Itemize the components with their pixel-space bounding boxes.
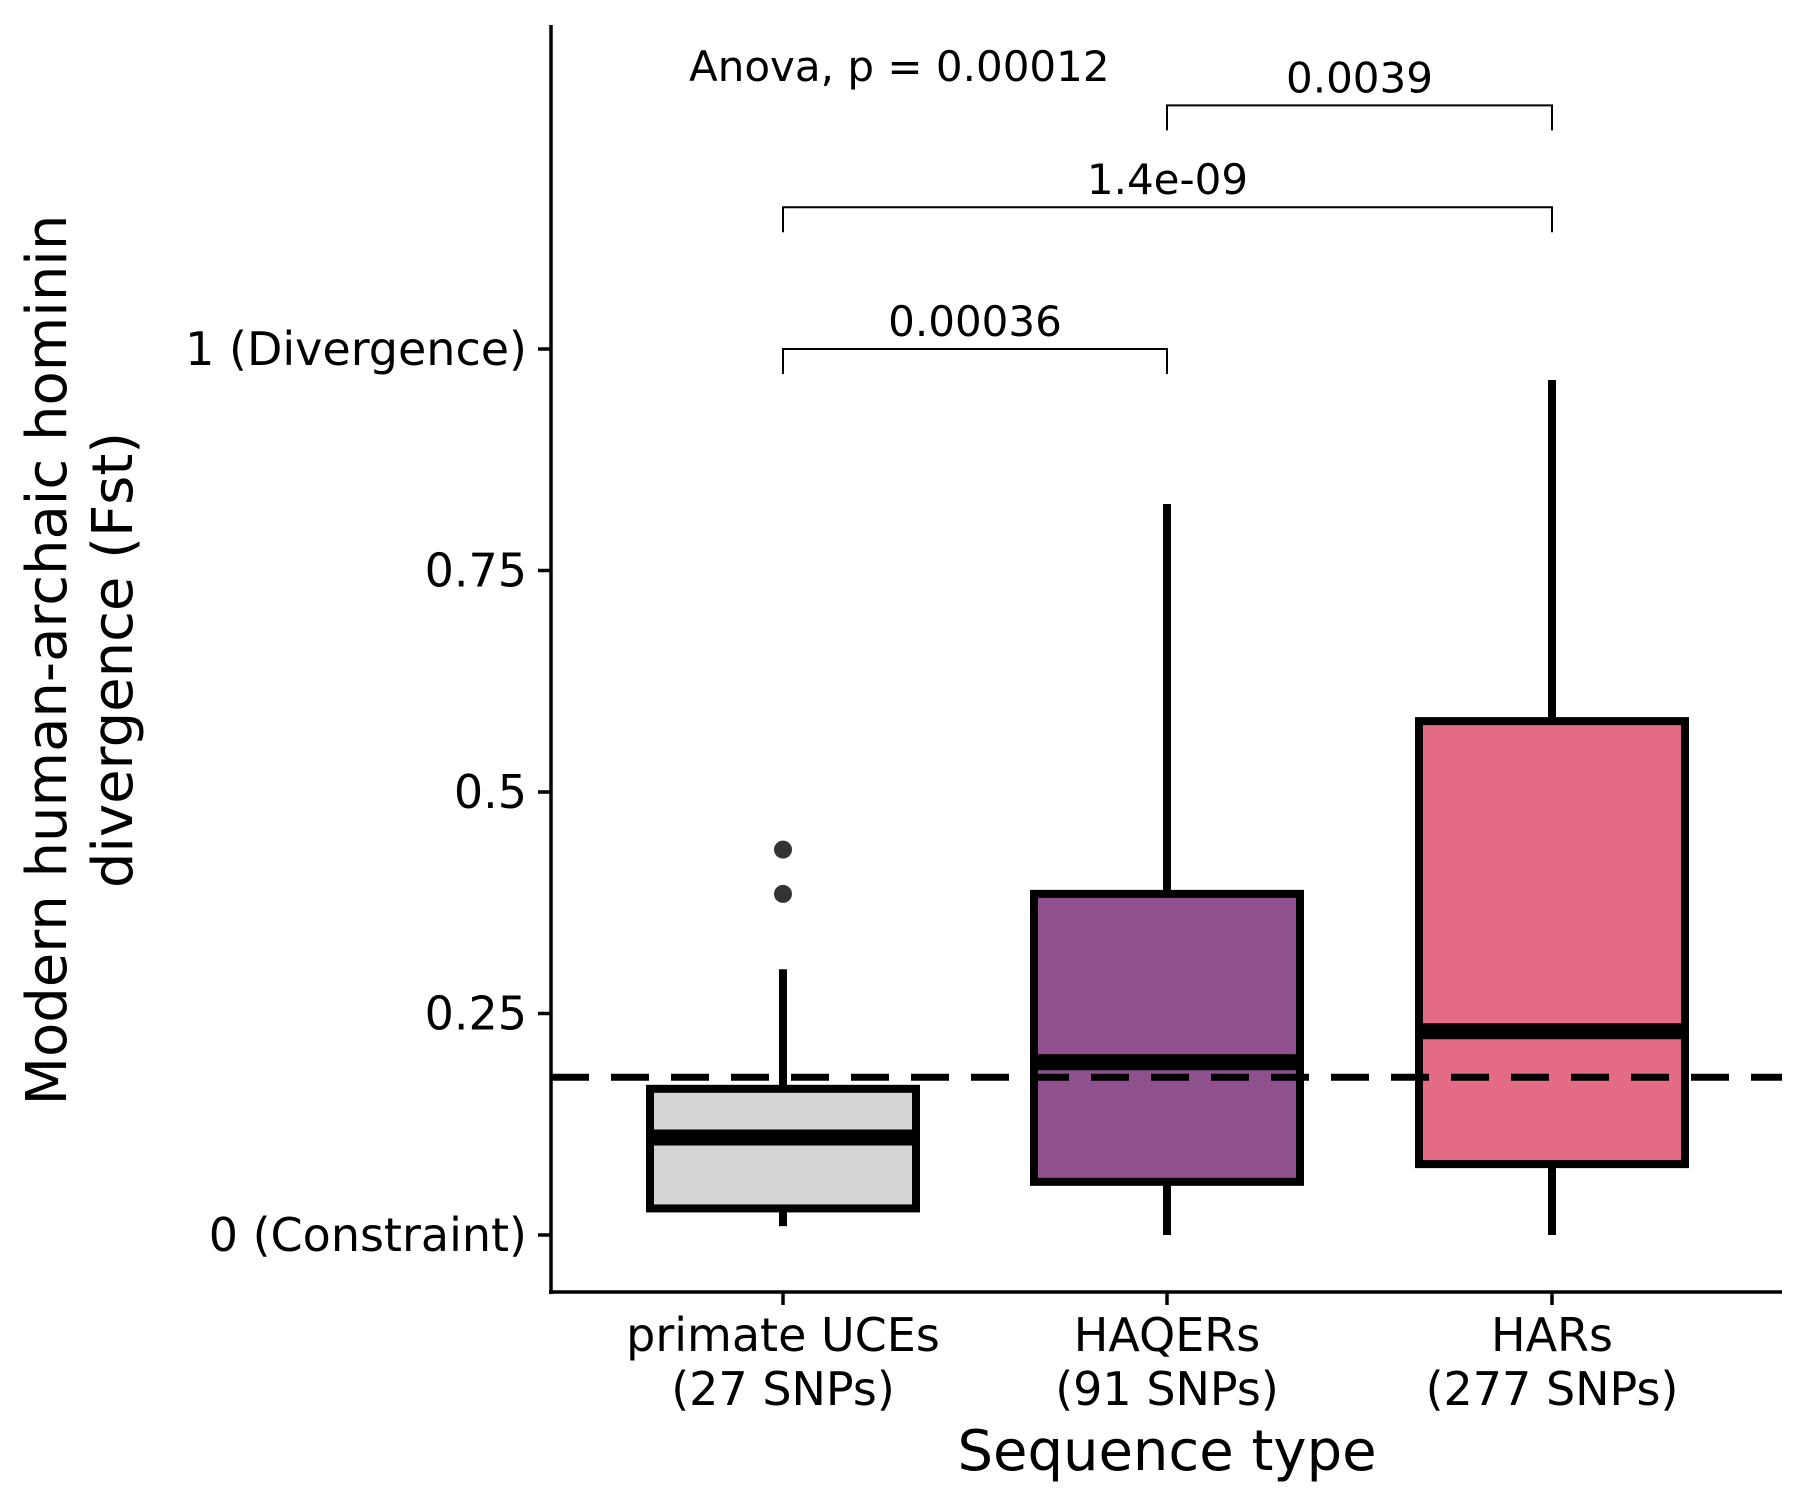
x-tick-label-count: (277 SNPs) [1426, 1362, 1679, 1416]
x-tick-label-name: primate UCEs [626, 1308, 940, 1362]
anova-annotation: Anova, p = 0.00012 [689, 42, 1110, 91]
comparison-bracket [1166, 104, 1553, 131]
box-iqr [646, 1084, 920, 1213]
comparison-p-value: 1.4e-09 [1087, 155, 1248, 204]
comparison-p-value: 0.00036 [888, 297, 1062, 346]
y-axis-title: Modern human-archaic hominin divergence … [15, 215, 146, 1106]
comparison-p-value: 0.0039 [1286, 53, 1433, 102]
outlier-point [774, 884, 792, 903]
outlier-point [774, 840, 792, 859]
y-tick-label: 0.25 [425, 987, 527, 1041]
x-tick-label-name: HAQERs [1074, 1308, 1260, 1362]
y-axis-title-line1: Modern human-archaic hominin [15, 215, 80, 1106]
chart-marks: 0 (Constraint) 0.25 0.5 0.75 1 (Divergence) p… [185, 25, 1782, 1416]
box-iqr [1030, 889, 1304, 1186]
x-tick-label-name: HARs [1491, 1308, 1613, 1362]
x-tick-label-count: (91 SNPs) [1055, 1362, 1279, 1416]
comparison-bracket [782, 206, 1553, 233]
x-axis-title: Sequence type [957, 1419, 1376, 1484]
x-tick-label-count: (27 SNPs) [671, 1362, 895, 1416]
y-tick-label: 0.75 [425, 544, 527, 598]
box-iqr [1415, 717, 1689, 1169]
y-tick-label: 0.5 [454, 765, 527, 819]
y-tick-label: 0 (Constraint) [209, 1208, 527, 1262]
comparison-bracket [782, 348, 1168, 374]
y-tick-label: 1 (Divergence) [185, 322, 527, 376]
y-axis-title-line2: divergence (Fst) [81, 432, 146, 888]
